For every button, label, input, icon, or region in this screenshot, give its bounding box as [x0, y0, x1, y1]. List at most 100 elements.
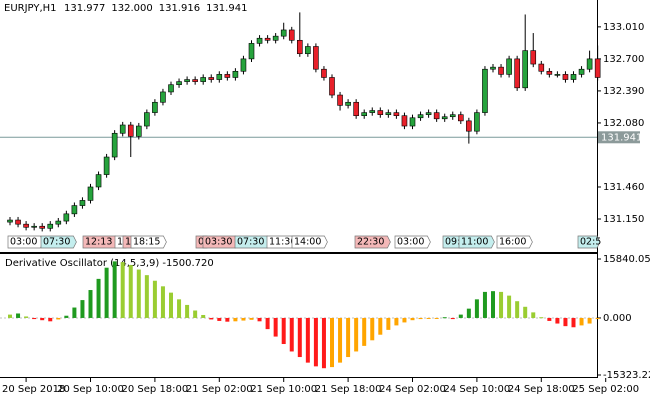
histogram-bar	[305, 317, 310, 363]
histogram-bar	[281, 317, 286, 345]
candle-body	[232, 70, 239, 78]
candle-body	[95, 174, 102, 188]
candle-body	[522, 50, 529, 89]
histogram-bar	[531, 312, 536, 318]
histogram-bar	[217, 317, 222, 321]
candle-body	[433, 112, 440, 120]
histogram-bar	[64, 315, 69, 318]
histogram-bar	[40, 317, 45, 321]
histogram-bar	[177, 299, 182, 318]
histogram-bar	[386, 317, 391, 330]
histogram-bar	[330, 317, 334, 368]
histogram-bar	[587, 317, 592, 324]
candle-body	[578, 68, 585, 75]
candle-body	[240, 58, 247, 72]
symbol-title: EURJPY,H1	[4, 3, 57, 14]
histogram-bar	[8, 314, 12, 318]
candle-body	[329, 77, 335, 96]
candle-body	[264, 37, 271, 41]
session-box	[458, 235, 495, 249]
candle-body	[570, 74, 577, 80]
session-label: 16:00	[499, 237, 526, 248]
candle-body	[224, 74, 231, 78]
session-box	[354, 235, 391, 249]
session-box	[394, 235, 431, 249]
histogram-bar	[418, 317, 423, 320]
histogram-bar	[346, 317, 351, 358]
header-value: 131.941	[206, 3, 247, 14]
histogram-bar	[515, 301, 520, 318]
session-label: 1	[125, 237, 131, 248]
session-box	[291, 235, 328, 249]
candle-body	[538, 63, 545, 72]
histogram-bar	[136, 269, 141, 318]
candle-body	[216, 74, 223, 80]
x-tick-label: 24 Sep 02:00	[379, 384, 446, 395]
histogram-bar	[233, 317, 238, 322]
candle-body	[337, 94, 343, 106]
candle-body	[417, 114, 424, 119]
histogram-bar	[32, 317, 37, 320]
histogram-bar	[16, 313, 21, 318]
candle-body	[47, 223, 54, 229]
histogram-bar	[507, 295, 512, 318]
candle-body	[482, 68, 488, 113]
candle-body	[530, 50, 537, 65]
candle-body	[55, 220, 62, 225]
histogram-bar	[112, 261, 117, 318]
histogram-bar	[128, 265, 133, 318]
candle-body	[7, 219, 13, 223]
x-tick-label: 20 Sep 18:00	[122, 384, 189, 395]
histogram-bar	[169, 292, 173, 318]
histogram-bar	[48, 317, 53, 322]
histogram-bar	[394, 317, 399, 326]
candle-body	[136, 125, 142, 137]
candle-body	[184, 79, 190, 82]
candle-body	[313, 46, 319, 70]
x-tick-label: 24 Sep 18:00	[508, 384, 575, 395]
histogram-bar	[362, 317, 367, 346]
candle-body	[176, 81, 182, 86]
candle-body	[256, 37, 263, 44]
candle-body	[208, 77, 215, 80]
candle-body	[393, 112, 400, 117]
histogram-bar	[249, 317, 254, 320]
candle-body	[321, 68, 327, 78]
candle-body	[353, 101, 359, 117]
histogram-bar	[499, 291, 504, 318]
candle-body	[152, 101, 158, 113]
histogram-bar	[426, 317, 431, 319]
session-label: 14:00	[294, 237, 321, 248]
session-label: 12:13	[85, 237, 112, 248]
candle-body	[200, 77, 206, 82]
session-box	[496, 235, 533, 249]
candle-body	[119, 124, 126, 134]
candle-body	[296, 39, 303, 55]
session-label: 0	[198, 237, 204, 248]
session-label: 03:30	[205, 237, 232, 248]
header-value: 132.000	[111, 3, 152, 14]
histogram-bar	[410, 317, 415, 321]
x-tick-label: 21 Sep 02:00	[186, 384, 253, 395]
candle-body	[288, 29, 295, 41]
histogram-bar	[547, 317, 552, 321]
histogram-bar	[24, 316, 29, 318]
y-tick-label: 0.000	[603, 313, 632, 324]
y-tick-label: 131.150	[603, 214, 644, 225]
candle-body	[111, 132, 118, 158]
candle-body	[192, 79, 198, 82]
session-label: 03:00	[397, 237, 424, 248]
histogram-bar	[80, 300, 85, 318]
session-label: 11:30	[269, 237, 296, 248]
histogram-bar	[273, 317, 278, 337]
candle-body	[449, 114, 456, 118]
histogram-bar	[185, 304, 190, 318]
histogram-bar	[209, 317, 214, 320]
candle-body	[594, 58, 601, 78]
candle-body	[506, 58, 512, 75]
session-label: 11:00	[461, 237, 488, 248]
candle-body	[248, 43, 255, 60]
y-tick-label: 15840.053	[603, 254, 650, 265]
y-tick-label: 132.080	[603, 118, 644, 129]
